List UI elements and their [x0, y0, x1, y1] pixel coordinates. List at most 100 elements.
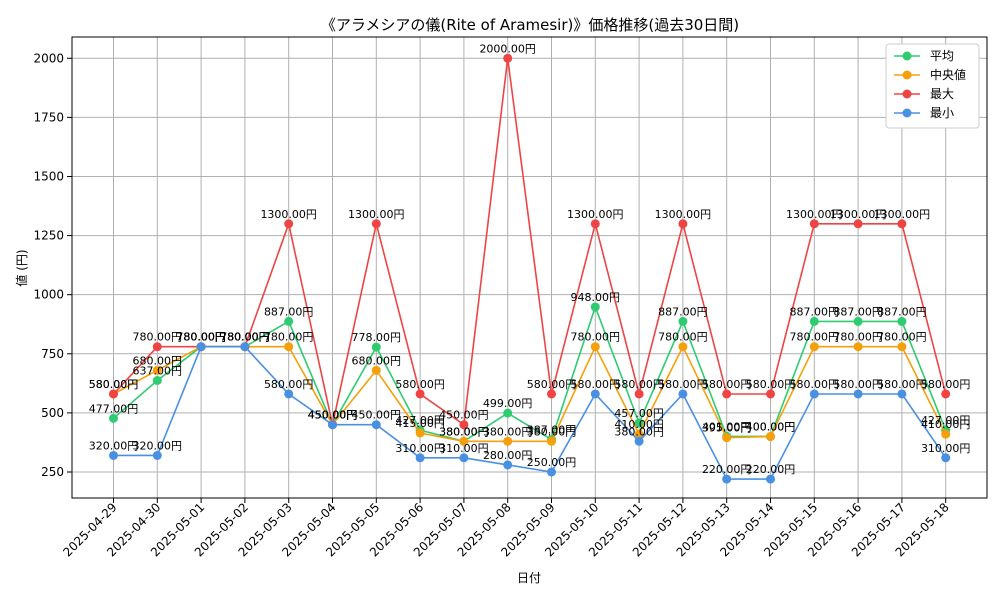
data-label: 780.00円	[176, 331, 226, 344]
data-label: 887.00円	[264, 305, 314, 318]
data-point	[809, 219, 819, 229]
data-label: 580.00円	[833, 378, 883, 391]
data-label: 580.00円	[527, 378, 577, 391]
series-lines	[109, 53, 951, 484]
data-point	[853, 219, 863, 229]
y-axis-ticks: 250 500 750 1000 1250 1500 1750 2000	[33, 51, 72, 479]
data-point	[634, 389, 644, 399]
x-axis-label: 日付	[517, 571, 541, 585]
data-label: 310.00円	[921, 442, 971, 455]
data-point	[415, 389, 425, 399]
data-point	[503, 460, 513, 470]
data-label: 780.00円	[176, 331, 226, 344]
data-label: 1300.00円	[786, 208, 843, 221]
data-label: 450.00円	[352, 409, 402, 422]
data-label: 1300.00円	[830, 208, 887, 221]
data-label: 580.00円	[921, 378, 971, 391]
data-label: 780.00円	[264, 331, 314, 344]
data-point	[152, 342, 162, 352]
data-point	[328, 420, 337, 430]
data-label: 580.00円	[877, 378, 927, 391]
data-label: 427.00円	[921, 414, 971, 427]
data-label: 2000.00円	[479, 42, 536, 55]
data-label: 780.00円	[220, 331, 270, 344]
data-label: 395.00円	[702, 422, 752, 435]
data-label: 250.00円	[527, 456, 577, 469]
data-label: 780.00円	[790, 331, 840, 344]
plot-frame	[71, 36, 988, 499]
data-label: 780.00円	[176, 331, 226, 344]
data-label: 310.00円	[439, 442, 489, 455]
data-point	[766, 432, 775, 442]
data-point	[503, 53, 513, 63]
data-label: 400.00円	[746, 421, 796, 434]
data-point	[284, 219, 294, 229]
legend-swatch-marker	[902, 89, 912, 99]
chart-title: 《アラメシアの儀(Rite of Aramesir)》価格推移(過去30日間)	[321, 16, 739, 34]
data-label: 580.00円	[89, 378, 139, 391]
data-label: 380.00円	[527, 425, 577, 438]
data-point	[722, 433, 732, 443]
data-label: 220.00円	[702, 463, 752, 476]
data-point	[941, 389, 951, 399]
data-point	[547, 436, 556, 446]
data-point	[678, 316, 688, 326]
data-point	[459, 420, 469, 430]
data-label: 415.00円	[395, 417, 445, 430]
legend-entry: 最大	[930, 87, 954, 101]
data-point	[809, 316, 819, 326]
y-tick-label: 1500	[33, 169, 64, 183]
data-label: 1300.00円	[655, 208, 712, 221]
data-label: 887.00円	[658, 305, 708, 318]
data-label: 778.00円	[352, 331, 402, 344]
y-axis-label: 値 (円)	[14, 249, 29, 286]
data-point	[766, 474, 775, 484]
data-point	[459, 453, 469, 463]
data-point	[109, 389, 118, 399]
data-point	[590, 342, 600, 352]
y-tick-label: 2000	[33, 51, 64, 65]
data-label: 450.00円	[439, 409, 489, 422]
data-label: 580.00円	[790, 378, 840, 391]
series-line	[113, 344, 947, 443]
data-label: 637.00円	[133, 365, 183, 378]
data-point	[152, 365, 162, 375]
data-point	[371, 420, 381, 430]
legend-swatch-marker	[902, 70, 912, 80]
data-label: 780.00円	[220, 331, 270, 344]
legend-entry: 最小	[930, 106, 954, 120]
data-label: 457.00円	[614, 407, 664, 420]
data-point	[590, 219, 600, 229]
data-label: 580.00円	[614, 378, 664, 391]
series-line	[113, 345, 947, 480]
data-point	[853, 389, 863, 399]
data-point	[196, 342, 206, 352]
data-labels: 477.00円637.00円780.00円780.00円887.00円450.0…	[89, 42, 971, 476]
data-label: 1300.00円	[348, 208, 405, 221]
data-point	[109, 450, 118, 460]
data-point	[897, 342, 907, 352]
y-tick-label: 1000	[33, 288, 64, 302]
data-point	[809, 389, 819, 399]
data-point	[809, 342, 819, 352]
data-point	[415, 453, 425, 463]
data-point	[371, 342, 381, 352]
data-label: 450.00円	[308, 409, 358, 422]
data-label: 887.00円	[877, 305, 927, 318]
data-point	[766, 389, 775, 399]
data-label: 499.00円	[483, 397, 533, 410]
data-point	[503, 408, 513, 418]
grid-lines	[72, 37, 987, 498]
data-label: 310.00円	[395, 442, 445, 455]
data-point	[634, 429, 644, 439]
data-label: 220.00円	[746, 463, 796, 476]
data-point	[371, 219, 381, 229]
data-label: 1300.00円	[874, 208, 931, 221]
data-label: 387.00円	[527, 424, 577, 437]
data-label: 320.00円	[89, 439, 139, 452]
data-point	[897, 389, 907, 399]
series-line	[112, 304, 947, 443]
data-point	[109, 413, 118, 423]
